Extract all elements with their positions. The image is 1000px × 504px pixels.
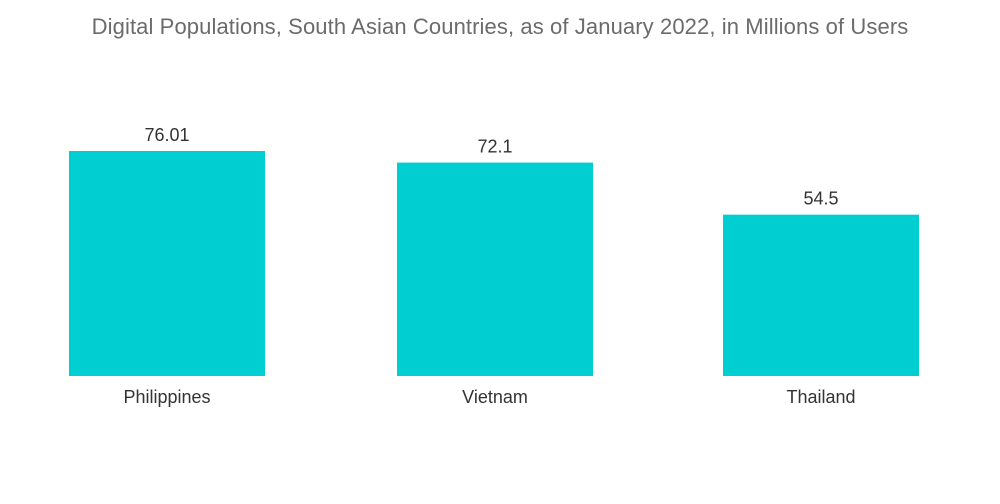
value-label-vietnam: 72.1 xyxy=(477,137,512,157)
value-label-philippines: 76.01 xyxy=(144,125,189,145)
category-label-vietnam: Vietnam xyxy=(462,387,528,407)
bar-thailand xyxy=(723,214,919,376)
bar-philippines xyxy=(69,151,265,376)
category-label-thailand: Thailand xyxy=(786,387,855,407)
chart-title: Digital Populations, South Asian Countri… xyxy=(91,14,909,39)
value-label-thailand: 54.5 xyxy=(803,189,838,209)
category-label-philippines: Philippines xyxy=(123,387,210,407)
bar-vietnam xyxy=(397,162,593,376)
